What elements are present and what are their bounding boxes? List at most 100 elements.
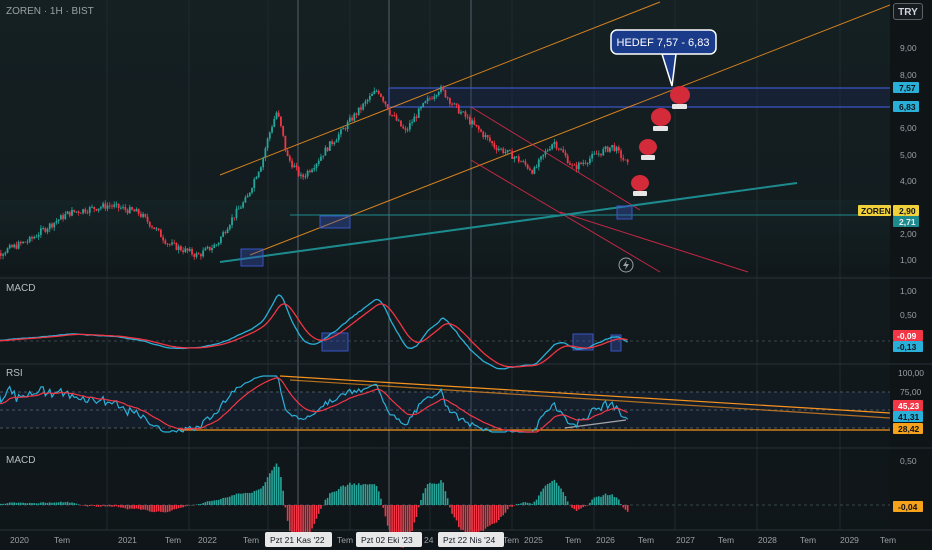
candle-body [115, 203, 118, 205]
histogram-bar [595, 496, 598, 505]
histogram-bar [42, 502, 44, 505]
candle-body [53, 222, 56, 228]
candle-body [555, 142, 558, 149]
candle-body [322, 155, 325, 157]
candle-body [224, 232, 227, 234]
candle-body [360, 107, 362, 110]
histogram-bar [204, 502, 207, 505]
candle-body [506, 149, 509, 153]
histogram-bar [160, 505, 162, 512]
candle-body [59, 215, 62, 220]
histogram-bar [484, 505, 487, 529]
price-bottom-fade [0, 200, 890, 275]
histogram-bar [37, 503, 40, 505]
candle-body [535, 166, 538, 168]
candle-body [511, 150, 514, 159]
candle-body [142, 214, 145, 217]
candle-body [331, 141, 333, 145]
histogram-bar [533, 501, 536, 505]
histogram-bar [364, 483, 367, 505]
histogram-bar [584, 505, 587, 507]
histogram-bar [88, 505, 91, 506]
candle-body [582, 162, 585, 164]
rsi-value-tags: 45,23 41,31 28,42 [893, 400, 923, 434]
histogram-bar [55, 502, 58, 505]
histogram-bar [271, 470, 273, 505]
histogram-bar [337, 489, 340, 505]
candle-body [57, 219, 60, 222]
histogram-bar [326, 497, 329, 505]
candle-body [337, 134, 340, 141]
histogram-bar [357, 483, 360, 505]
candle-body [153, 227, 156, 230]
histogram-bar [618, 499, 620, 505]
currency-button[interactable]: TRY [893, 3, 923, 20]
candle-body [589, 158, 591, 164]
histogram-bar [486, 505, 489, 527]
candle-body [522, 161, 525, 163]
candle-body [453, 103, 456, 105]
candle-body [86, 212, 89, 214]
candle-body [395, 115, 398, 121]
histogram-bar [0, 503, 2, 505]
histogram-bar [124, 505, 127, 509]
candle-body [422, 103, 425, 107]
candle-body [162, 237, 165, 241]
histogram-bar [553, 479, 556, 505]
histogram-bar [340, 486, 342, 505]
candle-body [2, 254, 4, 256]
histogram-bar [306, 505, 309, 538]
candle-body [264, 148, 267, 158]
histogram-bar [100, 505, 102, 507]
histogram-bar [153, 505, 156, 513]
time-tick: Tem [165, 535, 181, 545]
candle-body [73, 209, 76, 212]
tag-2-71: 2,71 [899, 217, 916, 227]
histogram-bar [255, 490, 258, 505]
rsi-y-ticks: 100,00 75,00 [898, 368, 924, 397]
candle-body [271, 126, 273, 133]
price-tick: 2,00 [900, 229, 917, 239]
flash-icon[interactable] [618, 257, 634, 273]
time-highlights[interactable]: Pzt 21 Kas '22 Pzt 02 Eki '23 24 Pzt 22 … [265, 532, 504, 547]
candle-body [68, 211, 71, 216]
candle-body [66, 211, 69, 215]
candle-body [613, 145, 616, 152]
histogram-bar [191, 504, 193, 506]
histogram-bar [324, 499, 327, 505]
candle-body [420, 106, 422, 109]
time-tick: 2029 [840, 535, 859, 545]
candle-body [280, 116, 282, 126]
candle-body [537, 159, 540, 167]
histogram-bar [75, 503, 78, 505]
candle-body [602, 149, 605, 156]
histogram-bar [168, 505, 171, 512]
histogram-bar [500, 505, 502, 517]
candle-body [375, 90, 378, 92]
candle-body [124, 207, 127, 210]
candle-body [273, 118, 276, 127]
candle-body [137, 209, 140, 214]
histogram-bar [175, 505, 178, 510]
candle-body [575, 165, 578, 170]
histogram-bar [506, 505, 509, 510]
histogram-bar [426, 484, 429, 505]
candle-body [404, 128, 407, 131]
candle-body [257, 171, 260, 178]
histogram-bar [606, 495, 609, 505]
histogram-bar [31, 503, 33, 505]
histogram-bar [624, 505, 627, 510]
rsi-tick: 75,00 [900, 387, 922, 397]
histogram-bar [217, 499, 220, 505]
candle-body [71, 209, 73, 216]
candle-body [15, 244, 18, 249]
histogram-bar [580, 505, 582, 509]
histogram-bar [6, 503, 9, 505]
histogram-bar [400, 505, 402, 548]
time-tick: 2025 [524, 535, 543, 545]
histogram-bar [133, 505, 136, 509]
histogram-bar [233, 495, 236, 505]
candle-body [13, 244, 16, 248]
histogram-bar [573, 505, 576, 510]
histogram-bar [33, 503, 35, 505]
